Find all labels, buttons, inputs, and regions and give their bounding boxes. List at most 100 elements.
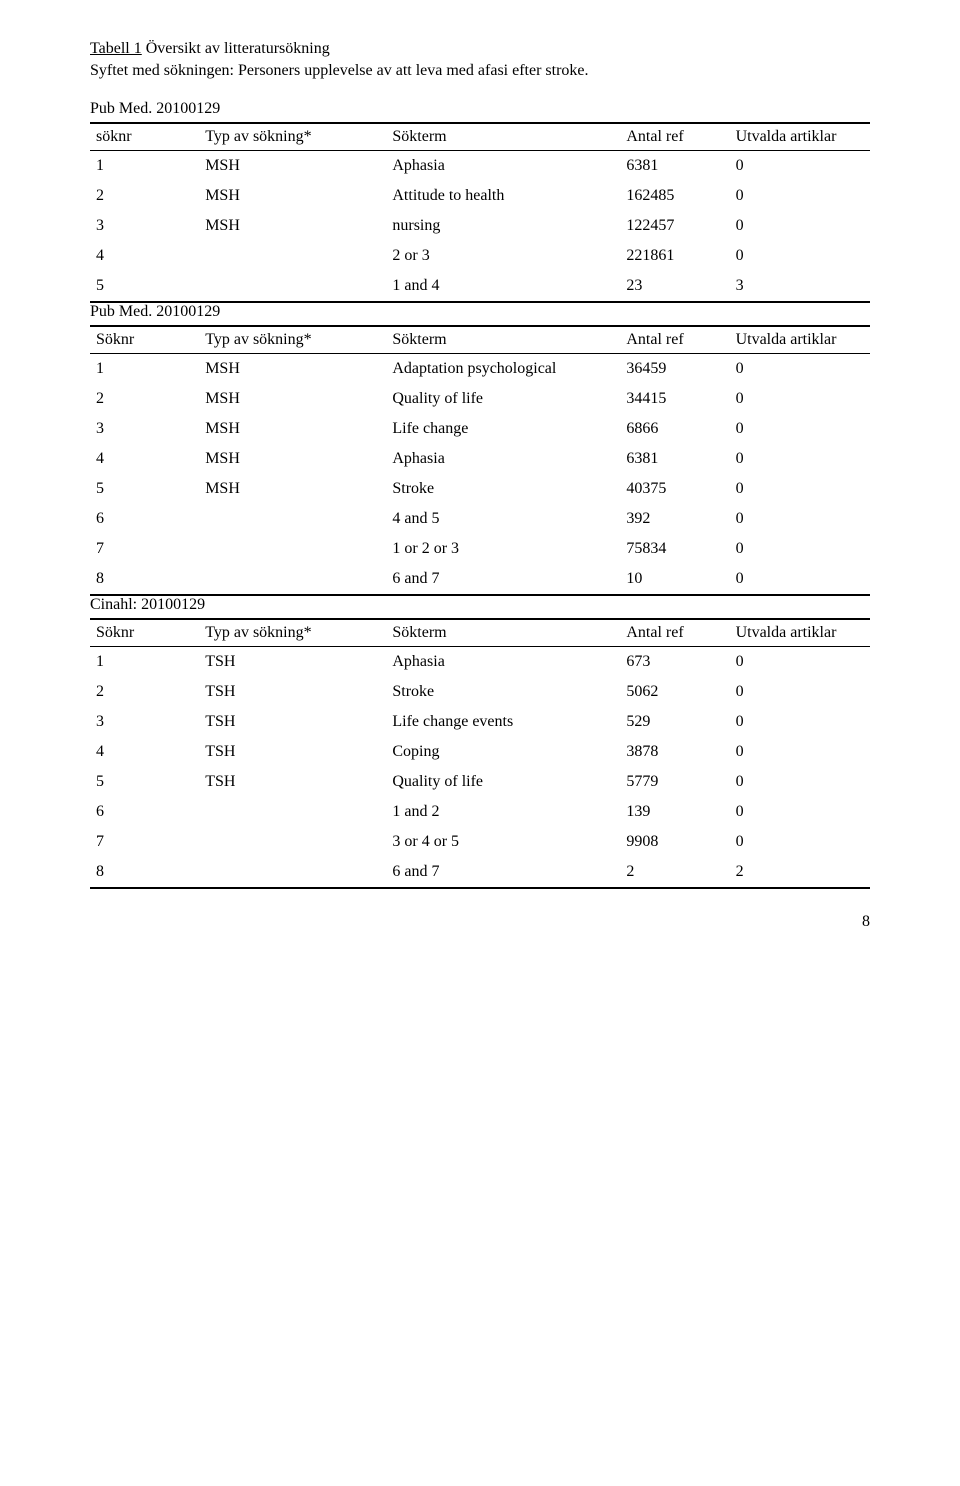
- table-row: 3TSHLife change events5290: [90, 707, 870, 737]
- caption-prefix: Tabell 1: [90, 40, 142, 57]
- table-cell: MSH: [199, 211, 386, 241]
- column-header: Utvalda artiklar: [730, 123, 870, 151]
- table-cell: 5062: [620, 677, 729, 707]
- table-cell: 3 or 4 or 5: [386, 827, 620, 857]
- table-cell: TSH: [199, 767, 386, 797]
- table-cell: TSH: [199, 737, 386, 767]
- table-cell: 3: [90, 211, 199, 241]
- table-cell: [199, 564, 386, 595]
- table-cell: 0: [730, 707, 870, 737]
- table-cell: TSH: [199, 647, 386, 678]
- table-cell: 40375: [620, 474, 729, 504]
- tables-container: Pub Med. 20100129söknrTyp av sökning*Sök…: [90, 100, 870, 889]
- table-row: 86 and 7100: [90, 564, 870, 595]
- table-cell: Life change: [386, 414, 620, 444]
- table-cell: Quality of life: [386, 384, 620, 414]
- table-cell: Attitude to health: [386, 181, 620, 211]
- table-cell: MSH: [199, 354, 386, 385]
- section-label: Pub Med. 20100129: [90, 303, 870, 321]
- column-header: Typ av sökning*: [199, 619, 386, 647]
- table-cell: [199, 827, 386, 857]
- table-cell: MSH: [199, 414, 386, 444]
- table-row: 4MSHAphasia63810: [90, 444, 870, 474]
- table-cell: 5: [90, 767, 199, 797]
- table-row: 2MSHQuality of life344150: [90, 384, 870, 414]
- table-caption: Tabell 1 Översikt av litteratursökning: [90, 40, 870, 58]
- table-cell: 4 and 5: [386, 504, 620, 534]
- table-cell: 2: [90, 384, 199, 414]
- table-cell: 6381: [620, 151, 729, 182]
- table-cell: [199, 504, 386, 534]
- table-cell: 162485: [620, 181, 729, 211]
- page-number: 8: [90, 913, 870, 931]
- table-row: 2TSHStroke50620: [90, 677, 870, 707]
- table-cell: 36459: [620, 354, 729, 385]
- table-cell: 34415: [620, 384, 729, 414]
- table-cell: 3: [730, 271, 870, 302]
- table-cell: 0: [730, 181, 870, 211]
- table-cell: [199, 241, 386, 271]
- table-cell: 5: [90, 271, 199, 302]
- column-header: Sökterm: [386, 123, 620, 151]
- table-cell: 6 and 7: [386, 564, 620, 595]
- table-cell: 5779: [620, 767, 729, 797]
- column-header: Söknr: [90, 326, 199, 354]
- table-cell: 4: [90, 241, 199, 271]
- table-cell: Stroke: [386, 474, 620, 504]
- document-page: Tabell 1 Översikt av litteratursökning S…: [0, 0, 960, 971]
- table-cell: 5: [90, 474, 199, 504]
- column-header: Utvalda artiklar: [730, 619, 870, 647]
- table-cell: 0: [730, 797, 870, 827]
- table-cell: 4: [90, 444, 199, 474]
- table-cell: MSH: [199, 181, 386, 211]
- table-row: 1MSHAphasia63810: [90, 151, 870, 182]
- column-header: Typ av sökning*: [199, 123, 386, 151]
- table-cell: [199, 797, 386, 827]
- table-cell: 0: [730, 354, 870, 385]
- table-row: 1TSHAphasia6730: [90, 647, 870, 678]
- table-cell: MSH: [199, 384, 386, 414]
- section-label: Cinahl: 20100129: [90, 596, 870, 614]
- table-cell: Aphasia: [386, 444, 620, 474]
- table-cell: 8: [90, 564, 199, 595]
- table-cell: 0: [730, 151, 870, 182]
- section-label: Pub Med. 20100129: [90, 100, 870, 118]
- table-cell: 0: [730, 827, 870, 857]
- table-cell: 392: [620, 504, 729, 534]
- table-cell: 1: [90, 151, 199, 182]
- table-cell: 2: [730, 857, 870, 888]
- caption-rest: Översikt av litteratursökning: [142, 40, 330, 57]
- column-header: Typ av sökning*: [199, 326, 386, 354]
- column-header: Antal ref: [620, 123, 729, 151]
- table-cell: 2 or 3: [386, 241, 620, 271]
- table-row: 2MSHAttitude to health1624850: [90, 181, 870, 211]
- table-cell: MSH: [199, 151, 386, 182]
- table-cell: [199, 857, 386, 888]
- table-cell: 2: [90, 181, 199, 211]
- table-row: 71 or 2 or 3758340: [90, 534, 870, 564]
- table-cell: 0: [730, 647, 870, 678]
- table-cell: Life change events: [386, 707, 620, 737]
- table-row: 51 and 4233: [90, 271, 870, 302]
- table-row: 61 and 21390: [90, 797, 870, 827]
- column-header: Söknr: [90, 619, 199, 647]
- purpose-text: Syftet med sökningen: Personers upplevel…: [90, 62, 870, 80]
- table-row: 3MSHnursing1224570: [90, 211, 870, 241]
- table-cell: 0: [730, 677, 870, 707]
- table-cell: 75834: [620, 534, 729, 564]
- table-cell: 7: [90, 827, 199, 857]
- table-cell: [199, 271, 386, 302]
- table-cell: Aphasia: [386, 647, 620, 678]
- table-cell: Adaptation psychological: [386, 354, 620, 385]
- table-cell: 1 and 4: [386, 271, 620, 302]
- column-header: söknr: [90, 123, 199, 151]
- search-table: SöknrTyp av sökning*SöktermAntal refUtva…: [90, 618, 870, 889]
- search-table: SöknrTyp av sökning*SöktermAntal refUtva…: [90, 325, 870, 596]
- table-cell: 2: [620, 857, 729, 888]
- table-cell: 0: [730, 504, 870, 534]
- table-row: 5MSHStroke403750: [90, 474, 870, 504]
- table-cell: TSH: [199, 707, 386, 737]
- table-cell: 0: [730, 384, 870, 414]
- table-cell: 0: [730, 444, 870, 474]
- table-cell: 221861: [620, 241, 729, 271]
